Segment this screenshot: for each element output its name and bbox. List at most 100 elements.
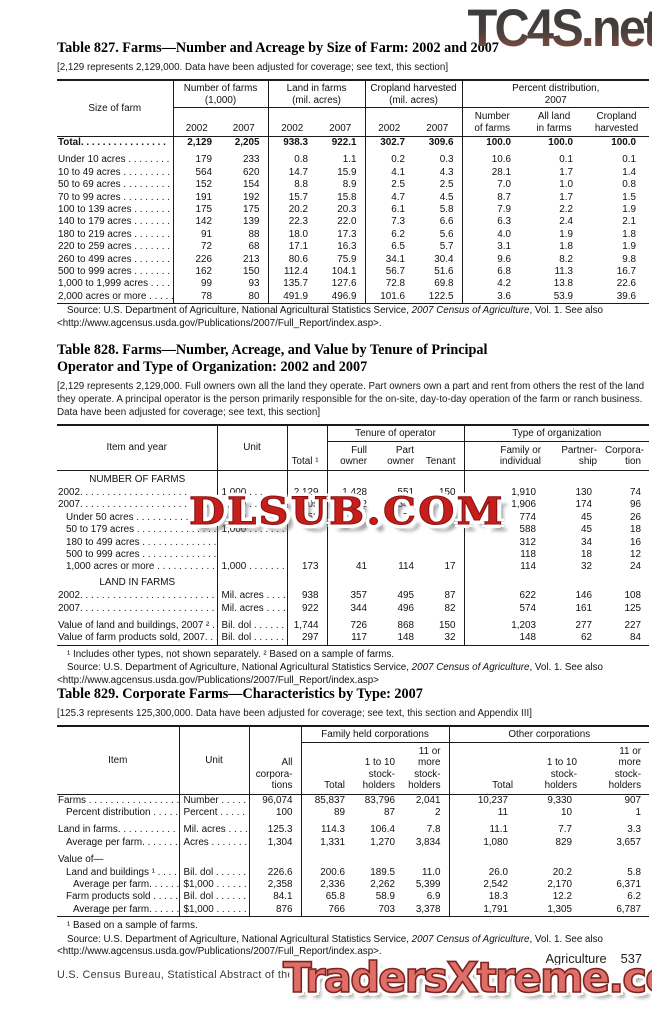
- table-829-footnotes: ¹ Based on a sample of farms.: [67, 920, 198, 932]
- row-label: Average per farm. . . . . . . . .: [73, 878, 179, 890]
- cell: 85,837: [300, 794, 353, 807]
- row-label: NUMBER OF FARMS: [89, 473, 186, 485]
- cell: 32: [444, 632, 456, 644]
- cell: 2: [435, 806, 441, 818]
- cell: 130: [575, 486, 593, 498]
- row-label: 2,000 acres or more . . . . .: [58, 290, 173, 302]
- cell: 1,744: [286, 614, 327, 633]
- unit-cell: 1,000 . . . . . . . .: [216, 511, 287, 525]
- cell: 0.1: [559, 154, 574, 166]
- cell: 853: [286, 511, 327, 525]
- table-row: 2002. . . . . . . . . . . . . . . . . . …: [57, 486, 649, 500]
- cell: 68: [248, 241, 260, 253]
- cell: 0.8: [267, 149, 317, 167]
- cell: 41: [326, 561, 375, 574]
- table-828-header: Item and year Unit Total ¹ Tenure of ope…: [57, 425, 650, 470]
- cell: 11: [448, 806, 522, 820]
- table-827: Size of farm Number of farms (1,000) Lan…: [57, 79, 650, 305]
- cell: [286, 573, 327, 591]
- table-row: LAND IN FARMS: [57, 573, 649, 591]
- cell: 1,304: [248, 836, 301, 850]
- cell: 8.7: [461, 191, 525, 205]
- cell: 2,336: [300, 878, 353, 892]
- cell: 7.9: [461, 204, 525, 217]
- unit-cell: Mil. acres . . . .: [178, 819, 249, 837]
- cell: 191: [172, 191, 220, 205]
- cell: 227: [624, 619, 642, 631]
- cell: 83,796: [364, 794, 395, 806]
- column-header: 1 to 10 stock- holders: [362, 757, 395, 791]
- cell: 344: [326, 602, 375, 615]
- column-header: 2007: [232, 122, 255, 134]
- cell: 226: [172, 253, 220, 267]
- cell: 80.6: [267, 253, 317, 267]
- table-row: 500 to 999 acres . . . . . . . . . . . .…: [57, 548, 649, 562]
- cell: 7.8: [426, 824, 441, 836]
- cell: 65.8: [300, 891, 353, 904]
- cell: 69.8: [434, 278, 454, 290]
- column-header: Unit: [178, 726, 249, 794]
- cell: 1: [635, 806, 642, 818]
- column-header: Cropland harvested: [594, 111, 639, 134]
- cell: 80: [248, 290, 260, 302]
- cell: 5.8: [439, 204, 454, 216]
- table-row: 50 to 179 acres . . . . . . . . . . . . …: [57, 524, 649, 537]
- table-row: Percent distribution . . . . . . . Perce…: [57, 806, 649, 820]
- cell: 1.8: [559, 241, 574, 253]
- cell: 125: [624, 602, 642, 614]
- cell: [403, 849, 449, 866]
- cell: 6,787: [616, 903, 642, 915]
- table-828-source: Source: U.S. Department of Agriculture, …: [57, 662, 604, 686]
- table-row: Total. . . . . . . . . . . . . . . . 2,1…: [57, 136, 649, 150]
- cell: 114: [463, 561, 550, 574]
- table-row: Under 50 acres . . . . . . . . . . . . .…: [57, 511, 649, 525]
- column-group-header: Family held corporations: [300, 726, 450, 743]
- table-row: 2002. . . . . . . . . . . . . . . . . . …: [57, 590, 649, 603]
- cell: 876: [248, 903, 301, 917]
- cell: 2,205: [234, 137, 260, 148]
- cell: 5.7: [439, 241, 454, 253]
- cell: 1,331: [300, 836, 353, 850]
- cell: 22.6: [616, 278, 637, 290]
- table-row: 2,000 acres or more . . . . . 78 80 491.…: [57, 290, 649, 304]
- cell: 150: [439, 619, 456, 631]
- unit-cell: $1,000 . . . . . .: [178, 903, 249, 917]
- cell: [422, 470, 464, 487]
- cell: 1,791: [448, 903, 522, 917]
- cell: 148: [463, 632, 550, 646]
- cell: 622: [463, 590, 550, 603]
- cell: 84.1: [248, 891, 301, 904]
- cell: 2.4: [559, 216, 574, 228]
- cell: 277: [575, 619, 593, 631]
- table-827-body: Total. . . . . . . . . . . . . . . . 2,1…: [57, 136, 649, 304]
- row-label: 10 to 49 acres . . . . . . . . . .: [58, 166, 173, 178]
- cell: 96: [630, 499, 642, 511]
- cell: 5.6: [439, 228, 454, 240]
- row-label: 1,000 acres or more . . . . . . . . . . …: [66, 561, 217, 573]
- cell: 8.9: [342, 179, 357, 191]
- cell: 620: [243, 166, 260, 178]
- column-header: 2002: [172, 107, 220, 137]
- cell: 114.3: [300, 819, 353, 837]
- cell: 161: [575, 602, 593, 614]
- cell: 99: [172, 278, 220, 291]
- cell: 4.0: [461, 228, 525, 242]
- source-url: <http://www.agcensus.usda.gov/Publicatio…: [57, 317, 382, 329]
- cell: 146: [575, 590, 593, 602]
- cell: 179: [172, 149, 220, 167]
- cell: 829: [555, 836, 573, 848]
- cell: 127.6: [331, 278, 357, 290]
- cell: [375, 537, 422, 549]
- cell: 6.9: [426, 891, 441, 903]
- cell: 739: [326, 511, 375, 525]
- cell: [375, 470, 422, 487]
- row-label: 2007. . . . . . . . . . . . . . . . . . …: [58, 499, 217, 511]
- cell: [605, 574, 649, 590]
- cell: 114: [398, 561, 414, 573]
- cell: 1.5: [622, 191, 637, 203]
- cell: 2,358: [248, 878, 301, 892]
- table-row: 2007. . . . . . . . . . . . . . . . . . …: [57, 499, 649, 512]
- cell: 93: [248, 278, 260, 290]
- row-label: Under 50 acres . . . . . . . . . . . . .…: [66, 511, 217, 523]
- row-label: Value of land and buildings, 2007 ² . . …: [58, 619, 217, 631]
